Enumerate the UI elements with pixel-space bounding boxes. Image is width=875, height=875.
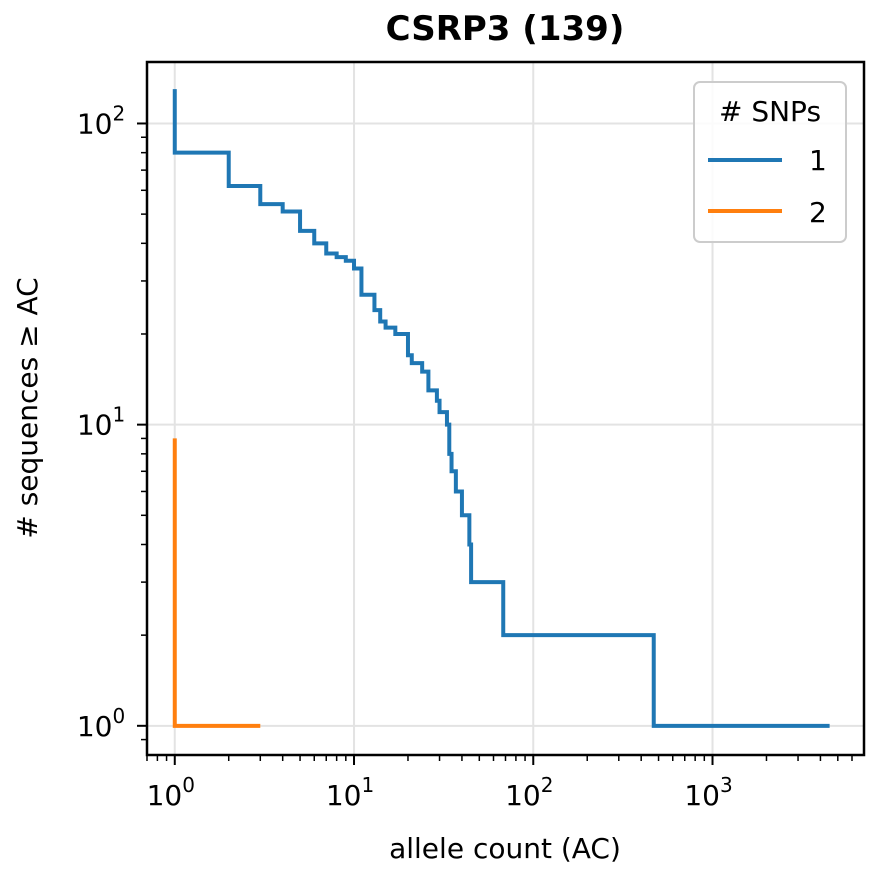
series-2-line	[172, 438, 261, 728]
legend: # SNPs 1 2	[693, 81, 847, 243]
series-layer	[172, 89, 830, 728]
legend-entry-2: 2	[809, 196, 827, 229]
chart-title: CSRP3 (139)	[386, 9, 625, 49]
x-tick-label: 102	[505, 773, 553, 812]
legend-entry-1: 1	[809, 144, 827, 177]
x-tick-label: 100	[147, 773, 195, 812]
series-1-line	[172, 89, 830, 728]
x-axis-label: allele count (AC)	[389, 832, 621, 865]
axis-ticks: 100 101 102 103 100 101 102	[77, 101, 853, 812]
x-tick-label: 101	[326, 773, 374, 812]
x-tick-label: 103	[684, 773, 732, 812]
y-tick-label: 100	[77, 704, 125, 743]
y-axis-label: # sequences ≥ AC	[11, 277, 44, 538]
y-tick-label: 101	[77, 403, 125, 442]
legend-title: # SNPs	[719, 95, 821, 128]
y-tick-label: 102	[77, 101, 125, 140]
